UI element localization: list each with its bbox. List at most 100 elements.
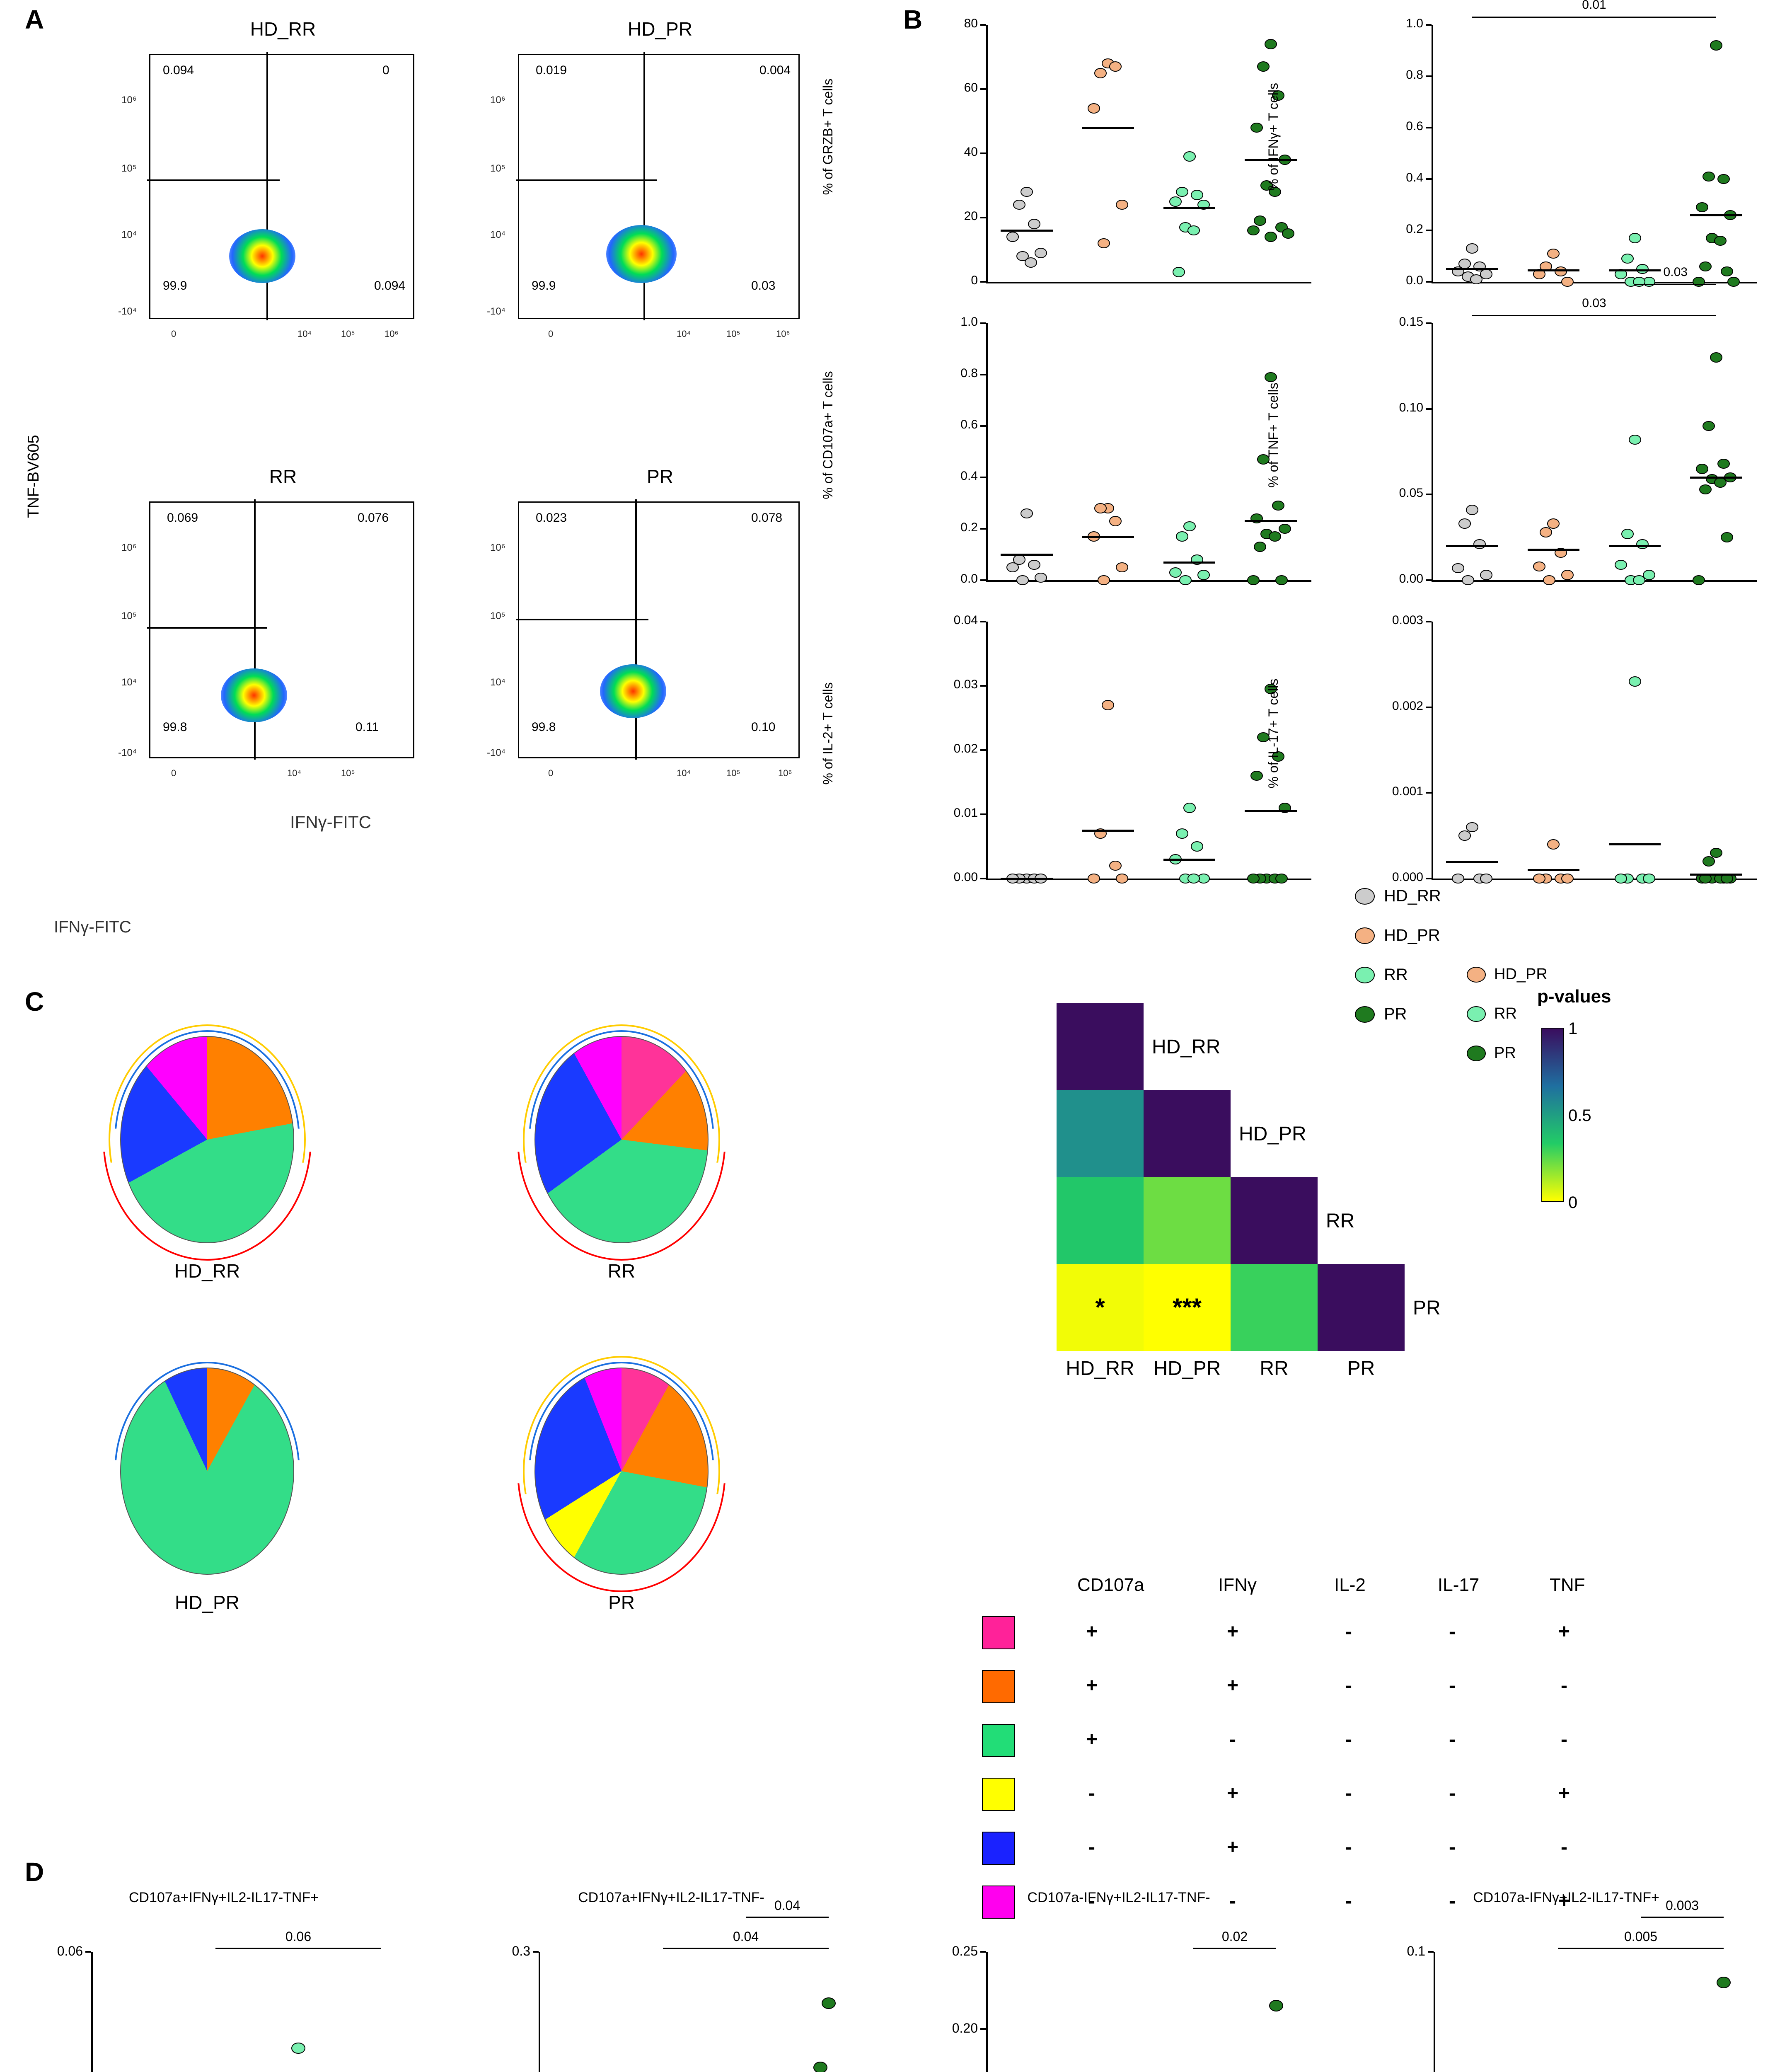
data-point-HD_PR[interactable]	[1547, 518, 1560, 529]
data-point-HD_RR[interactable]	[1458, 830, 1471, 841]
data-point-HD_PR[interactable]	[1094, 68, 1107, 78]
data-point-RR[interactable]	[1176, 828, 1188, 839]
data-point-PR[interactable]	[1269, 531, 1281, 542]
data-point-PR[interactable]	[1703, 421, 1715, 431]
data-point-HD_PR[interactable]	[1561, 570, 1574, 580]
data-point-PR[interactable]	[1269, 2000, 1283, 2011]
data-point-RR[interactable]	[1629, 233, 1641, 243]
data-point-RR[interactable]	[1187, 225, 1200, 236]
data-point-HD_PR[interactable]	[1116, 200, 1128, 210]
data-point-HD_PR[interactable]	[1102, 700, 1114, 710]
data-point-RR[interactable]	[1183, 521, 1196, 532]
data-point-HD_PR[interactable]	[1561, 277, 1574, 287]
data-point-HD_RR[interactable]	[1035, 573, 1047, 583]
data-point-HD_RR[interactable]	[1466, 243, 1478, 254]
data-point-PR[interactable]	[1721, 532, 1733, 542]
data-point-PR[interactable]	[1693, 575, 1705, 586]
data-point-RR[interactable]	[1191, 841, 1203, 852]
data-point-PR[interactable]	[1254, 215, 1266, 226]
data-point-PR[interactable]	[822, 1997, 836, 2009]
data-point-PR[interactable]	[1710, 352, 1722, 363]
data-point-PR[interactable]	[1699, 484, 1712, 495]
data-point-RR[interactable]	[1621, 254, 1634, 264]
data-point-PR[interactable]	[1265, 39, 1277, 49]
data-point-RR[interactable]	[1169, 196, 1182, 207]
data-point-RR[interactable]	[1197, 570, 1210, 580]
data-point-HD_RR[interactable]	[1466, 505, 1478, 515]
data-point-HD_RR[interactable]	[1028, 560, 1040, 570]
data-point-PR[interactable]	[1275, 575, 1288, 586]
data-point-PR[interactable]	[1703, 856, 1715, 867]
data-point-HD_PR[interactable]	[1109, 61, 1122, 72]
data-point-RR[interactable]	[1169, 567, 1182, 578]
data-point-PR[interactable]	[1696, 202, 1708, 213]
data-point-HD_PR[interactable]	[1109, 861, 1122, 871]
data-point-HD_RR[interactable]	[1480, 570, 1492, 580]
data-point-HD_RR[interactable]	[1480, 874, 1492, 884]
data-point-HD_RR[interactable]	[1466, 822, 1478, 833]
data-point-HD_RR[interactable]	[1013, 200, 1025, 210]
data-point-HD_RR[interactable]	[1028, 219, 1040, 229]
data-point-RR[interactable]	[1633, 575, 1645, 586]
data-point-RR[interactable]	[1629, 676, 1641, 687]
data-point-RR[interactable]	[1176, 187, 1188, 197]
data-point-PR[interactable]	[1279, 524, 1291, 534]
data-point-HD_PR[interactable]	[1116, 874, 1128, 884]
data-point-HD_PR[interactable]	[1098, 575, 1110, 586]
data-point-HD_RR[interactable]	[1452, 874, 1464, 884]
data-point-PR[interactable]	[813, 2062, 827, 2072]
data-point-HD_RR[interactable]	[1006, 562, 1019, 573]
data-point-HD_RR[interactable]	[1021, 187, 1033, 197]
data-point-PR[interactable]	[1247, 874, 1260, 884]
data-point-PR[interactable]	[1282, 228, 1294, 239]
data-point-RR[interactable]	[291, 2043, 305, 2054]
data-point-HD_RR[interactable]	[1470, 274, 1482, 285]
data-point-PR[interactable]	[1710, 40, 1722, 51]
data-point-HD_PR[interactable]	[1540, 527, 1552, 537]
data-point-PR[interactable]	[1727, 277, 1740, 287]
data-point-HD_PR[interactable]	[1088, 103, 1100, 114]
data-point-PR[interactable]	[1710, 848, 1722, 858]
data-point-RR[interactable]	[1629, 435, 1641, 445]
data-point-RR[interactable]	[1176, 531, 1188, 542]
data-point-PR[interactable]	[1275, 874, 1288, 884]
data-point-PR[interactable]	[1714, 236, 1727, 246]
data-point-HD_PR[interactable]	[1543, 575, 1555, 586]
data-point-HD_PR[interactable]	[1547, 839, 1560, 850]
data-point-PR[interactable]	[1721, 266, 1733, 277]
data-point-RR[interactable]	[1187, 874, 1200, 884]
data-point-HD_PR[interactable]	[1561, 874, 1574, 884]
data-point-HD_PR[interactable]	[1116, 562, 1128, 573]
data-point-PR[interactable]	[1696, 464, 1708, 474]
data-point-PR[interactable]	[1247, 575, 1260, 586]
data-point-PR[interactable]	[1250, 771, 1263, 781]
data-point-RR[interactable]	[1643, 874, 1655, 884]
data-point-PR[interactable]	[1717, 174, 1730, 184]
data-point-HD_RR[interactable]	[1016, 575, 1029, 586]
data-point-HD_PR[interactable]	[1555, 266, 1567, 277]
data-point-HD_RR[interactable]	[1021, 508, 1033, 519]
data-point-PR[interactable]	[1250, 123, 1263, 133]
data-point-HD_PR[interactable]	[1098, 238, 1110, 249]
data-point-PR[interactable]	[1714, 477, 1727, 488]
data-point-RR[interactable]	[1179, 575, 1192, 586]
data-point-PR[interactable]	[1717, 1977, 1731, 1988]
data-point-HD_PR[interactable]	[1533, 562, 1545, 572]
data-point-PR[interactable]	[1717, 459, 1730, 469]
data-point-HD_PR[interactable]	[1109, 516, 1122, 526]
data-point-RR[interactable]	[1615, 560, 1627, 570]
data-point-RR[interactable]	[1173, 267, 1185, 277]
data-point-HD_PR[interactable]	[1094, 503, 1107, 513]
data-point-HD_PR[interactable]	[1088, 874, 1100, 884]
data-point-PR[interactable]	[1247, 225, 1260, 236]
data-point-HD_RR[interactable]	[1458, 518, 1471, 529]
data-point-PR[interactable]	[1265, 232, 1277, 242]
data-point-HD_RR[interactable]	[1035, 248, 1047, 258]
data-point-PR[interactable]	[1254, 542, 1266, 552]
data-point-HD_RR[interactable]	[1025, 257, 1037, 268]
data-point-HD_RR[interactable]	[1006, 232, 1019, 242]
data-point-HD_RR[interactable]	[1473, 539, 1486, 549]
data-point-RR[interactable]	[1636, 539, 1649, 549]
data-point-HD_PR[interactable]	[1547, 249, 1560, 259]
data-point-HD_RR[interactable]	[1462, 575, 1474, 586]
